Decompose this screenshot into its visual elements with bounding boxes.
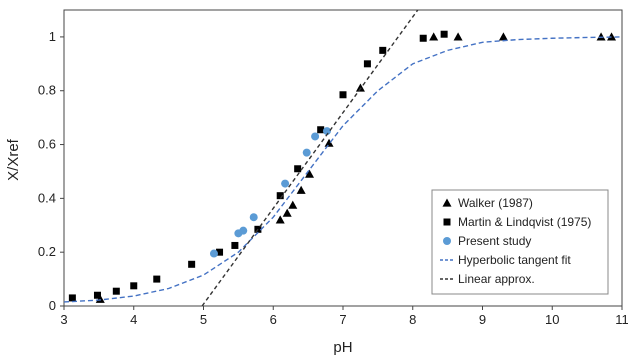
data-point: [95, 294, 105, 303]
y-tick-label: 0: [49, 298, 56, 313]
data-point: [322, 127, 331, 136]
data-point: [379, 46, 387, 54]
series-line: [64, 36, 622, 303]
data-point: [305, 169, 315, 178]
series-3: [64, 36, 622, 303]
data-point: [429, 32, 439, 41]
legend-items: Walker (1987) Martin & Lindqvist (1975) Pr…: [440, 196, 591, 286]
legend-swatch: [443, 218, 451, 226]
legend-item: Linear approx.: [440, 272, 535, 286]
data-point: [288, 200, 298, 209]
x-tick-label: 6: [270, 312, 277, 327]
legend: Walker (1987) Martin & Lindqvist (1975) Pr…: [431, 189, 609, 295]
data-point: [453, 32, 463, 41]
data-point: [302, 148, 311, 157]
y-tick-label: 1: [49, 29, 56, 44]
y-axis-ticks: 0 0.2 0.4 0.6 0.8 1: [38, 29, 64, 313]
data-point: [339, 91, 347, 99]
x-tick-label: 4: [130, 312, 137, 327]
data-point: [596, 32, 606, 41]
legend-label: Martin & Lindqvist (1975): [458, 215, 591, 229]
data-point: [209, 249, 218, 258]
data-point: [239, 226, 248, 235]
legend-item: Walker (1987): [442, 196, 533, 210]
x-tick-label: 8: [409, 312, 416, 327]
legend-swatch: [442, 198, 452, 207]
data-point: [498, 32, 508, 41]
series-layer: [64, 10, 622, 306]
series-2: [209, 127, 331, 258]
legend-label: Present study: [458, 234, 531, 248]
data-point: [93, 291, 101, 299]
x-axis-label: pH: [333, 339, 352, 356]
series-line: [201, 10, 419, 306]
x-tick-label: 10: [545, 312, 559, 327]
x-tick-label: 11: [615, 312, 628, 327]
data-point: [68, 294, 76, 302]
data-point: [282, 208, 292, 217]
data-point: [249, 213, 258, 222]
legend-label: Hyperbolic tangent fit: [458, 253, 571, 267]
legend-item: Hyperbolic tangent fit: [440, 253, 571, 267]
data-point: [231, 241, 239, 249]
legend-item: Present study: [443, 234, 531, 248]
y-tick-label: 0.6: [38, 137, 56, 152]
legend-box: [431, 189, 609, 295]
data-point: [275, 215, 285, 224]
data-point: [311, 132, 320, 141]
y-tick-label: 0.8: [38, 83, 56, 98]
legend-item: Martin & Lindqvist (1975): [443, 215, 591, 229]
x-tick-label: 7: [339, 312, 346, 327]
data-point: [153, 275, 161, 283]
data-point: [188, 260, 196, 268]
legend-swatch: [443, 237, 451, 245]
data-point: [607, 32, 617, 41]
data-point: [276, 192, 284, 200]
data-point: [281, 179, 290, 188]
data-point: [440, 30, 448, 38]
y-tick-label: 0.2: [38, 244, 56, 259]
y-tick-label: 0.4: [38, 190, 56, 205]
data-point: [419, 34, 427, 42]
data-point: [363, 60, 371, 68]
x-axis-ticks: 3 4 5 6 7 8 9 10 11: [60, 306, 628, 327]
data-point: [296, 185, 306, 194]
data-point: [294, 165, 302, 173]
data-point: [112, 287, 120, 295]
y-axis-label: X/Xref: [5, 138, 22, 181]
data-point: [324, 138, 334, 147]
x-tick-label: 9: [479, 312, 486, 327]
series-4: [201, 10, 419, 306]
data-point: [216, 248, 224, 256]
legend-label: Linear approx.: [458, 272, 535, 286]
data-point: [317, 126, 325, 134]
legend-label: Walker (1987): [458, 196, 533, 210]
x-tick-label: 3: [60, 312, 67, 327]
data-point: [130, 282, 138, 290]
x-tick-label: 5: [200, 312, 207, 327]
